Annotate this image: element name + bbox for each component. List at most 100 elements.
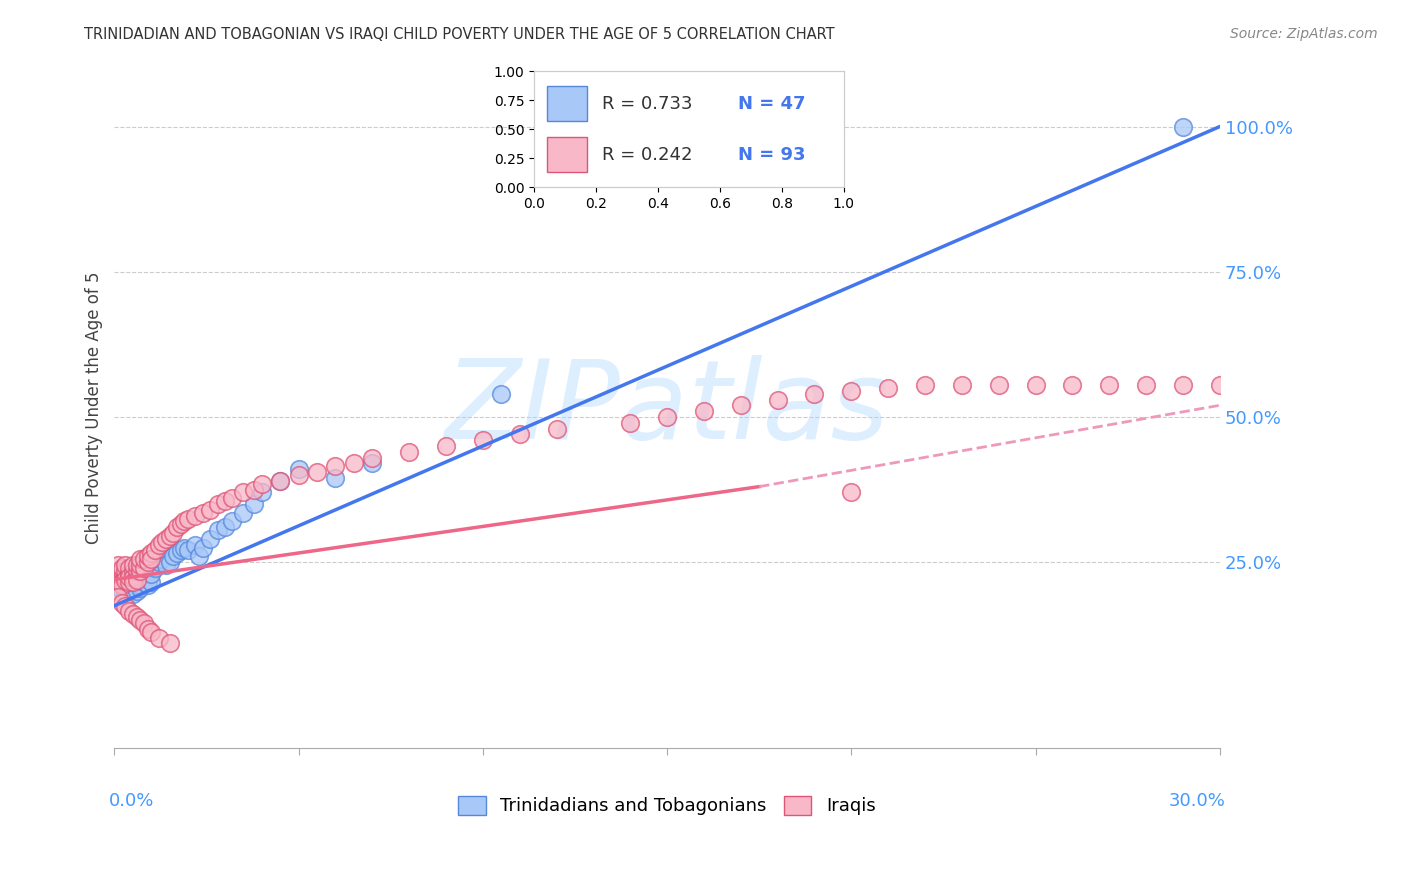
Point (191, 541, 214, 555)
Text: N = 93: N = 93 (738, 146, 806, 164)
Point (343, 456, 366, 470)
Point (125, 558, 148, 572)
Point (243, 483, 266, 497)
Point (1171, 120, 1194, 134)
Text: 0.0%: 0.0% (108, 792, 155, 810)
Point (221, 515, 243, 529)
Point (121, 569, 143, 583)
Point (107, 575, 129, 590)
Point (269, 474, 291, 488)
Point (125, 584, 148, 599)
Point (546, 421, 568, 435)
Point (491, 386, 513, 401)
Point (107, 566, 129, 581)
Point (269, 474, 291, 488)
Point (107, 575, 129, 590)
Point (398, 444, 420, 458)
Point (111, 584, 134, 599)
Point (287, 462, 309, 476)
Point (121, 575, 143, 590)
Point (839, 384, 862, 398)
Point (129, 581, 152, 595)
Point (214, 520, 236, 534)
Text: R = 0.242: R = 0.242 (602, 146, 693, 164)
Point (1024, 378, 1046, 392)
Point (950, 378, 973, 392)
Point (121, 607, 143, 622)
Point (111, 569, 134, 583)
Point (129, 564, 152, 578)
Point (325, 471, 347, 485)
Point (114, 569, 136, 583)
Text: N = 47: N = 47 (738, 95, 806, 112)
Point (118, 569, 141, 583)
Point (114, 599, 136, 613)
Point (114, 558, 136, 572)
Point (1062, 378, 1084, 392)
Point (148, 538, 170, 552)
Point (121, 578, 143, 592)
Point (730, 398, 752, 412)
Point (107, 558, 129, 572)
Point (141, 566, 163, 581)
Point (132, 569, 155, 583)
Point (136, 622, 159, 636)
Point (766, 392, 789, 407)
Point (125, 575, 148, 590)
Point (655, 409, 678, 424)
Point (184, 508, 207, 523)
Point (114, 587, 136, 601)
Point (287, 468, 309, 483)
Point (325, 459, 347, 474)
Text: R = 0.733: R = 0.733 (602, 95, 693, 112)
FancyBboxPatch shape (547, 137, 586, 172)
FancyBboxPatch shape (547, 87, 586, 121)
Point (114, 564, 136, 578)
Point (214, 494, 236, 508)
Point (159, 529, 181, 543)
Point (170, 543, 193, 558)
Point (132, 616, 155, 631)
Point (136, 555, 159, 569)
Point (877, 381, 900, 395)
Point (177, 543, 200, 558)
Point (118, 573, 141, 587)
Point (361, 456, 384, 470)
Point (141, 546, 163, 560)
Point (132, 561, 155, 575)
Point (509, 427, 531, 442)
Point (221, 491, 243, 506)
Point (129, 578, 152, 592)
Point (188, 549, 211, 564)
Point (166, 520, 188, 534)
Point (141, 575, 163, 590)
Point (184, 538, 207, 552)
Point (121, 564, 143, 578)
Legend: Trinidadians and Tobagonians, Iraqis: Trinidadians and Tobagonians, Iraqis (451, 789, 883, 822)
Point (1135, 378, 1157, 392)
Point (125, 564, 148, 578)
Point (173, 515, 195, 529)
Point (111, 596, 134, 610)
Point (125, 573, 148, 587)
Point (111, 578, 134, 592)
Point (207, 523, 229, 537)
Point (118, 566, 141, 581)
Point (207, 497, 229, 511)
Y-axis label: Child Poverty Under the Age of 5: Child Poverty Under the Age of 5 (86, 272, 103, 544)
Point (125, 610, 148, 624)
Point (107, 569, 129, 583)
Point (471, 433, 494, 447)
Point (987, 378, 1010, 392)
Point (114, 592, 136, 607)
Point (159, 636, 181, 650)
Point (200, 532, 222, 546)
Point (148, 631, 170, 645)
Point (132, 552, 155, 566)
Point (121, 587, 143, 601)
Point (162, 526, 184, 541)
Text: TRINIDADIAN AND TOBAGONIAN VS IRAQI CHILD POVERTY UNDER THE AGE OF 5 CORRELATION: TRINIDADIAN AND TOBAGONIAN VS IRAQI CHIL… (84, 27, 835, 42)
Point (250, 485, 273, 500)
Point (166, 546, 188, 560)
Point (121, 558, 143, 572)
